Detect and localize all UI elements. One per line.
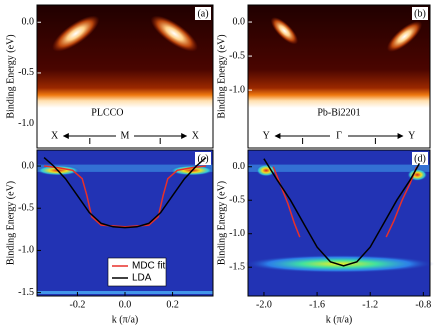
intensity-feature	[248, 164, 430, 172]
panel-label-box	[412, 152, 428, 165]
intensity-map	[37, 5, 213, 148]
sample-label: PLCCO	[91, 107, 123, 118]
y-tick-label: 0.0	[233, 161, 246, 172]
y-tick-label: 0.0	[22, 160, 35, 171]
intensity-feature	[37, 164, 213, 172]
x-tick-label: 0.2	[166, 299, 179, 310]
symmetry-point: Y	[263, 130, 270, 141]
x-axis-label: k (π/a)	[112, 314, 138, 325]
intensity-feature	[386, 21, 423, 52]
data-line	[44, 165, 206, 228]
y-axis-label: Binding Energy (eV)	[216, 181, 227, 265]
data-line	[272, 166, 418, 238]
sample-label: Pb-Bi2201	[317, 107, 360, 118]
x-tick-label: -0.8	[415, 299, 431, 310]
legend-label: LDA	[132, 273, 152, 284]
data-line	[263, 158, 421, 267]
y-tick-label: -0.5	[229, 195, 245, 206]
y-tick-label: -0.5	[229, 50, 245, 61]
panel-label: (a)	[197, 8, 208, 19]
y-tick-label: -1.0	[18, 118, 34, 129]
y-tick-label: -1.5	[229, 261, 245, 272]
panel-label-box	[195, 7, 211, 20]
legend-box	[107, 257, 167, 287]
x-tick-label: -1.2	[362, 299, 378, 310]
x-tick-label: -0.2	[70, 299, 86, 310]
x-tick-label: -1.6	[309, 299, 325, 310]
y-tick-label: -0.5	[18, 203, 34, 214]
panel-label: (c)	[197, 153, 208, 164]
panel-label: (d)	[414, 153, 426, 164]
intensity-feature	[270, 17, 299, 45]
panel-label-box	[412, 7, 428, 20]
panel-label-box	[195, 152, 211, 165]
y-tick-label: 0.0	[233, 16, 246, 27]
intensity-feature	[52, 15, 100, 52]
plot-frame	[247, 149, 431, 297]
symmetry-point: X	[51, 130, 59, 141]
y-axis-label: Binding Energy (eV)	[216, 34, 227, 118]
y-axis-label: Binding Energy (eV)	[5, 34, 16, 118]
y-tick-label: -1.0	[18, 245, 34, 256]
panel-label: (b)	[414, 8, 426, 19]
y-tick-label: -1.0	[229, 228, 245, 239]
y-tick-label: -0.5	[18, 67, 34, 78]
plot-frame	[247, 4, 431, 149]
y-tick-label: 0.0	[22, 17, 35, 28]
y-tick-label: -1.5	[18, 287, 34, 298]
symmetry-point: X	[192, 130, 200, 141]
plot-frame	[36, 4, 214, 149]
legend-label: MDC fit	[132, 261, 166, 272]
intensity-feature	[256, 164, 277, 177]
x-tick-label: 0.0	[119, 299, 132, 310]
symmetry-point: M	[121, 130, 130, 141]
x-axis-label: k (π/a)	[326, 314, 352, 325]
data-line	[43, 157, 207, 229]
x-tick-label: -2.0	[256, 299, 272, 310]
plot-frame	[36, 149, 214, 297]
y-axis-label: Binding Energy (eV)	[5, 181, 16, 265]
y-tick-label: -1.0	[229, 84, 245, 95]
symmetry-point: Γ	[336, 130, 342, 141]
intensity-feature	[150, 15, 198, 52]
symmetry-point: Y	[408, 130, 415, 141]
